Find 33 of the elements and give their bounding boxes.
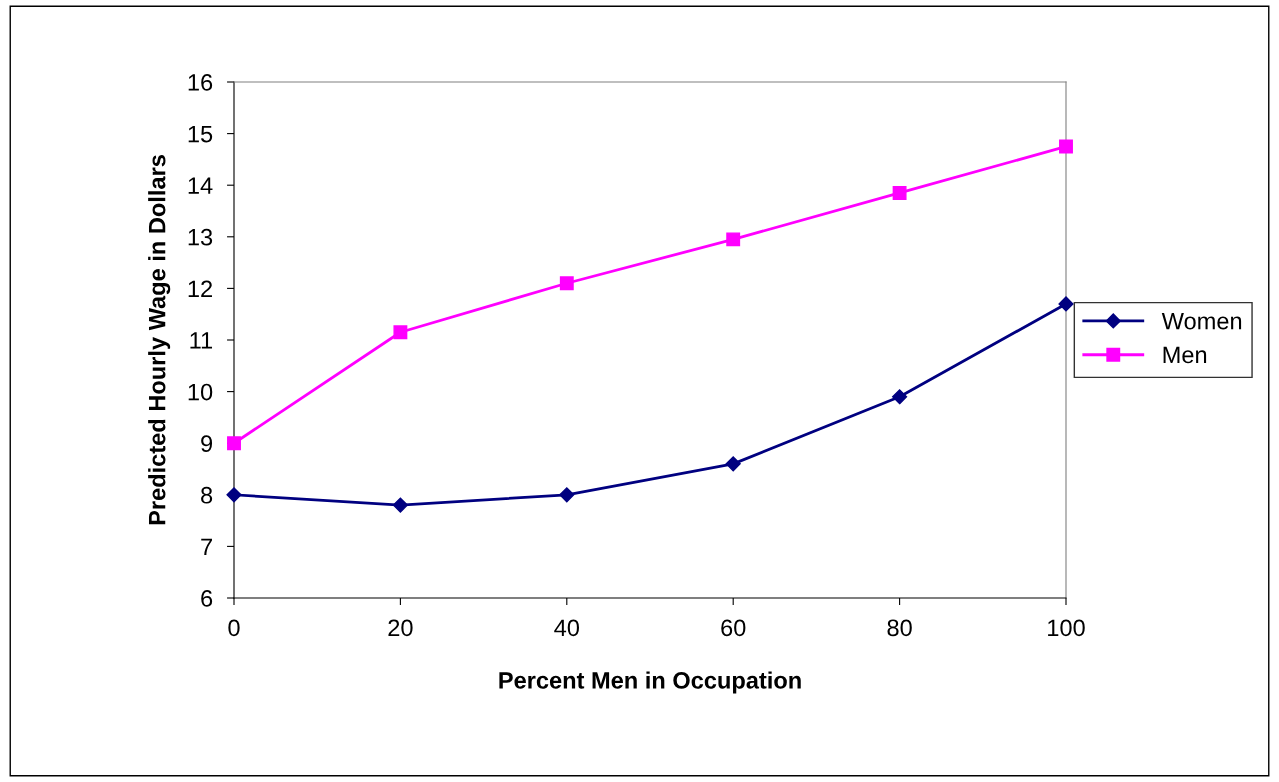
legend-label: Women [1161,312,1242,330]
point [226,487,242,503]
point [559,276,574,291]
point [892,389,908,405]
point [227,436,241,451]
y-tick-label: 9 [201,435,213,452]
point [892,185,907,200]
y-tick-label: 12 [188,280,212,297]
y-tick-label: 8 [201,486,213,504]
point [559,487,575,503]
x-tick-label: 60 [721,619,746,637]
y-tick-label: 14 [188,177,213,194]
point [393,325,408,340]
x-axis-title: Percent Men in Occupation [499,671,801,694]
y-tick-label: 7 [201,538,212,555]
y-axis-title: Predicted Hourly Wage in Dollars [148,155,171,525]
x-tick-label: 0 [228,619,240,637]
y-tick-label: 15 [188,125,213,143]
point [726,232,741,247]
x-tick-label: 20 [388,619,413,637]
x-tick-label: 40 [554,619,580,637]
y-tick-label: 10 [188,383,213,401]
point [392,497,408,513]
point [1058,296,1074,312]
y-tick-label: 11 [190,332,213,349]
y-tick-label: 6 [201,590,213,607]
y-tick-label: 16 [188,74,213,91]
legend-label: Men [1163,346,1207,364]
point [725,456,741,472]
x-tick-label: 80 [887,619,912,637]
point [1059,139,1073,154]
x-tick-label: 100 [1048,619,1085,637]
y-tick-label: 13 [188,228,213,246]
